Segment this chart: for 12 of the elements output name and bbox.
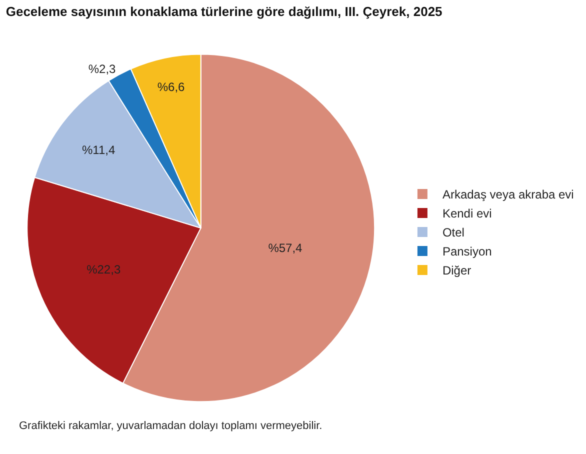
chart-title: Geceleme sayısının konaklama türlerine göre dağılımı, III. Çeyrek, 2025	[6, 4, 442, 19]
legend-label: Arkadaş veya akraba evi	[442, 188, 574, 202]
data-label: %2,3	[88, 62, 116, 76]
text: Grafikteki rakamlar, yuvarlamadan dolayı toplamı vermeyebilir.	[19, 420, 322, 432]
data-label: %57,4	[268, 240, 303, 255]
legend-label: Kendi evi	[442, 206, 492, 221]
data-label: %11,4	[82, 142, 116, 157]
data-label: %6,6	[157, 80, 186, 94]
legend-label: Otel	[442, 226, 464, 240]
data-label: %22,3	[86, 262, 121, 277]
legend-label: Pansiyon	[442, 244, 492, 259]
legend-label: Diğer	[442, 264, 472, 278]
